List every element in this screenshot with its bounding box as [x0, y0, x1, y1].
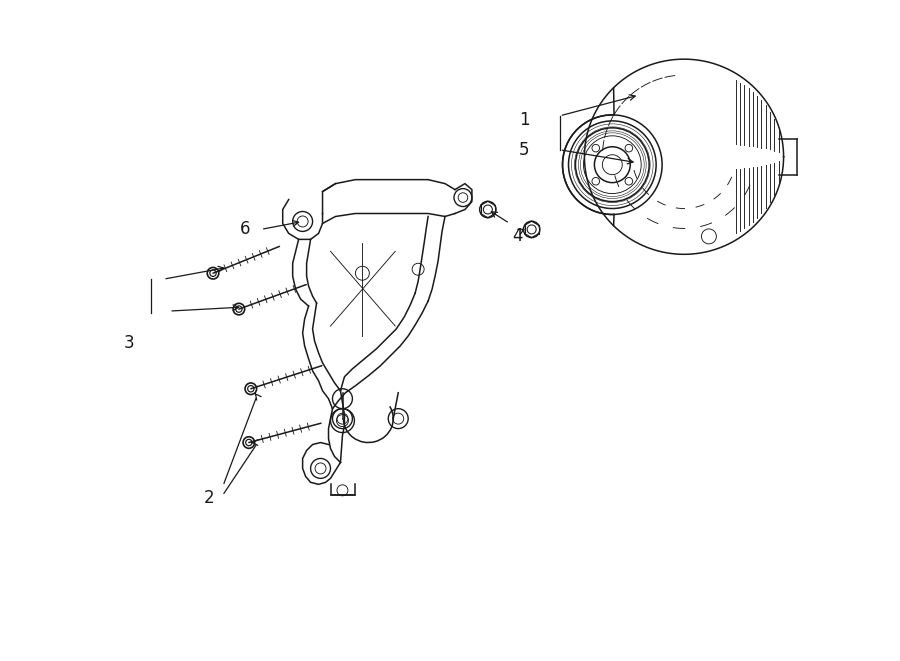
- Text: 6: 6: [240, 220, 251, 239]
- Text: 1: 1: [519, 111, 530, 129]
- Text: 2: 2: [203, 489, 214, 507]
- Text: 4: 4: [512, 227, 523, 245]
- Text: 5: 5: [519, 141, 530, 159]
- Text: 3: 3: [124, 334, 135, 352]
